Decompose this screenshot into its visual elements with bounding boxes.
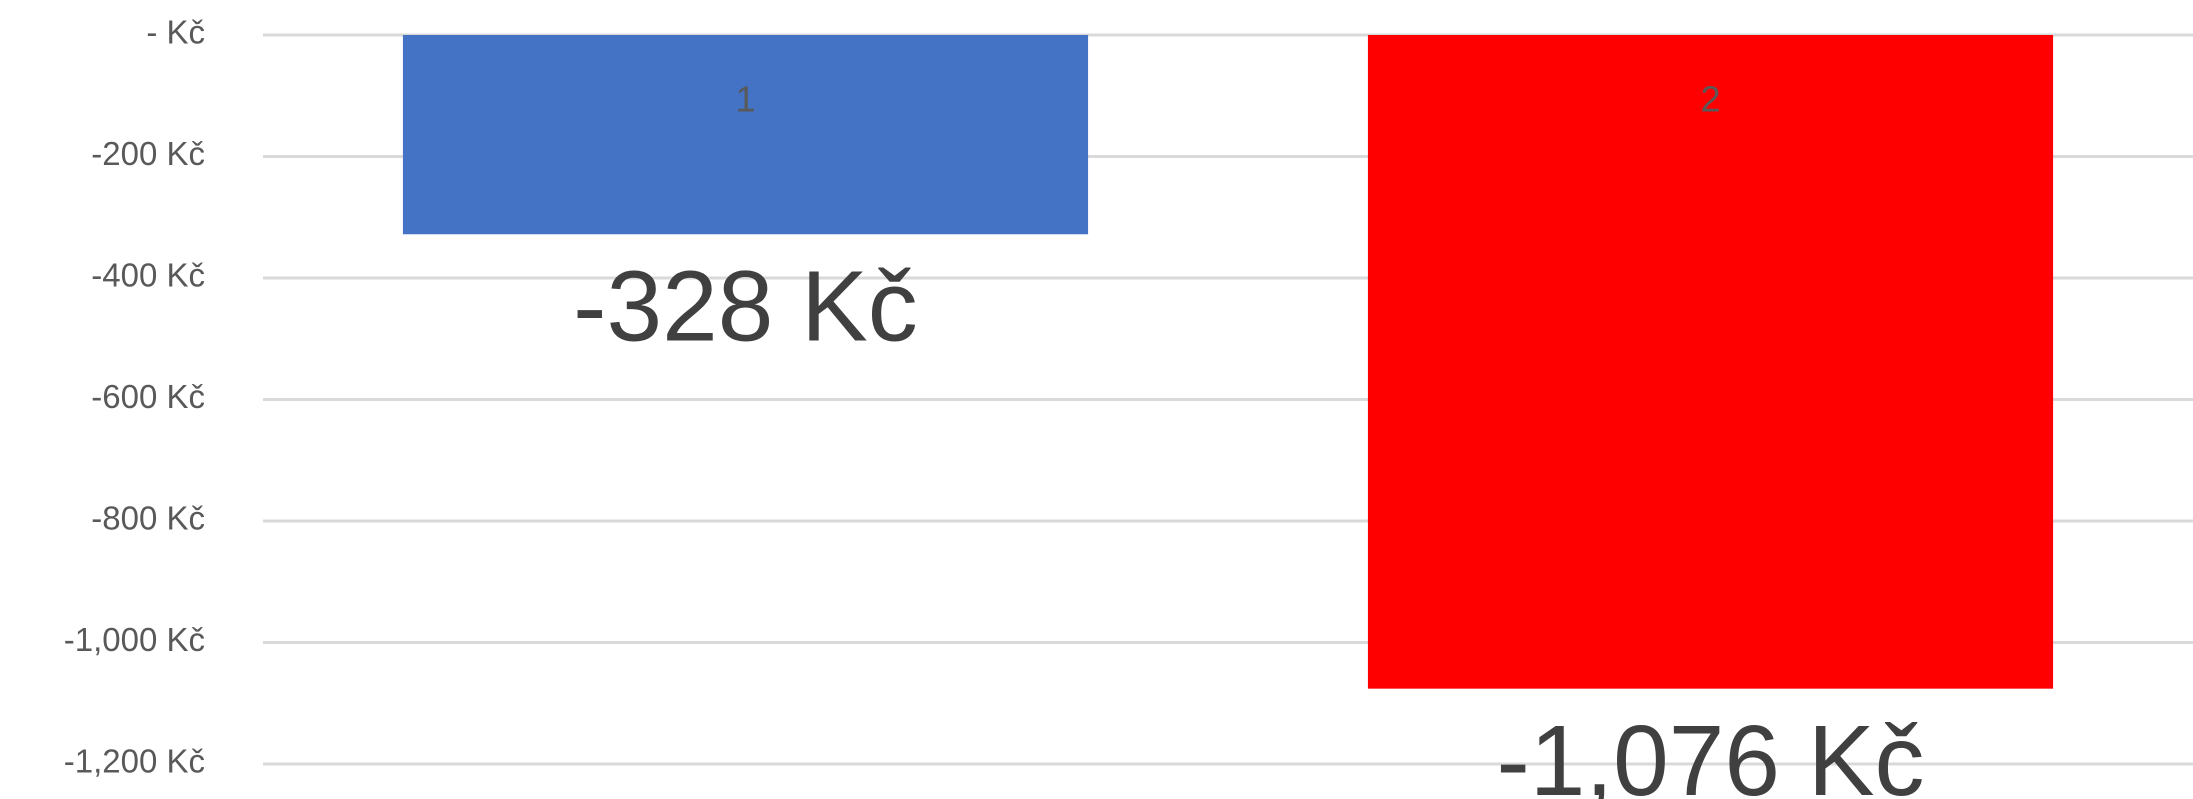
y-tick-label: -1,200 Kč — [64, 743, 205, 780]
y-tick-label: -400 Kč — [91, 257, 205, 294]
bar — [402, 35, 1089, 235]
category-label: 2 — [1700, 79, 1720, 120]
y-tick-label: - Kč — [146, 14, 205, 51]
y-tick-label: -200 Kč — [91, 135, 205, 172]
value-label: -1,076 Kč — [1496, 705, 1924, 799]
y-tick-label: -800 Kč — [91, 500, 205, 537]
y-tick-label: -1,000 Kč — [64, 621, 205, 658]
category-label: 1 — [735, 79, 755, 120]
value-label: -328 Kč — [573, 251, 918, 363]
y-tick-label: -600 Kč — [91, 378, 205, 415]
bar — [1367, 35, 2054, 689]
